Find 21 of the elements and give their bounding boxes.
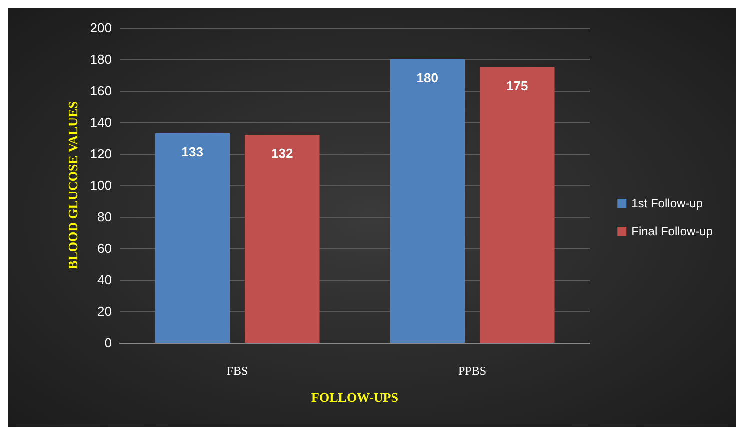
x-tick-label: PPBS xyxy=(458,364,487,378)
legend-label: 1st Follow-up xyxy=(632,196,704,210)
data-label: 175 xyxy=(506,78,528,94)
y-tick-label: 80 xyxy=(98,210,112,224)
data-label: 132 xyxy=(272,146,294,162)
y-tick-label: 180 xyxy=(90,52,112,67)
data-label: 180 xyxy=(416,70,438,86)
legend-label: Final Follow-up xyxy=(632,224,714,238)
y-tick-label: 20 xyxy=(98,304,112,319)
y-tick-label: 200 xyxy=(90,20,112,36)
x-tick-label: FBS xyxy=(226,364,248,378)
y-tick-label: 40 xyxy=(98,272,112,288)
data-label: 133 xyxy=(182,144,204,160)
y-tick-label: 0 xyxy=(104,336,112,350)
y-tick-label: 120 xyxy=(90,146,112,162)
y-tick-label: 100 xyxy=(90,178,112,193)
x-axis-title: FOLLOW-UPS xyxy=(312,390,398,405)
y-tick-label: 140 xyxy=(90,115,112,130)
y-axis-title: BLOOD GLUCOSE VALUES xyxy=(65,102,80,270)
y-tick-label: 160 xyxy=(90,84,112,98)
y-tick-label: 60 xyxy=(98,241,112,256)
